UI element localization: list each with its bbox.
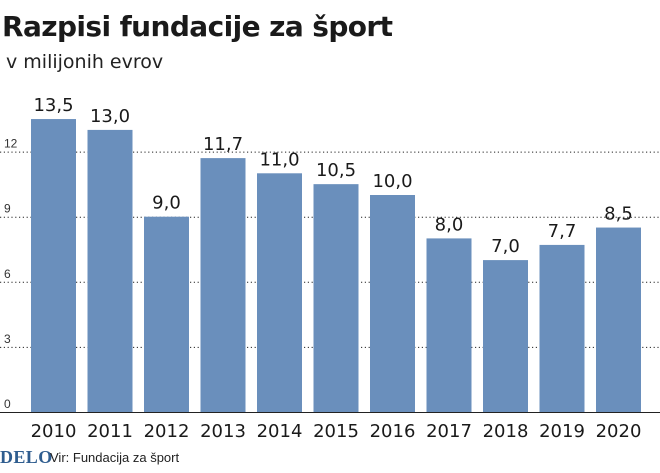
y-tick-label: 12 xyxy=(4,137,18,151)
y-tick-label: 6 xyxy=(4,267,11,281)
bar-value-label: 7,7 xyxy=(548,221,577,242)
bar xyxy=(370,195,415,412)
bar-value-label: 11,7 xyxy=(203,134,243,155)
bar-value-label: 13,0 xyxy=(90,106,130,127)
bar-value-label: 9,0 xyxy=(152,193,181,214)
bar xyxy=(87,129,133,412)
chart-title: Razpisi fundacije za šport xyxy=(2,10,393,43)
x-tick-label: 2012 xyxy=(144,421,190,442)
bar xyxy=(483,260,528,412)
x-tick-label: 2018 xyxy=(483,421,529,442)
bar-value-label: 10,0 xyxy=(372,171,412,192)
bar-value-label: 13,5 xyxy=(33,95,73,116)
bar-value-label: 8,0 xyxy=(435,214,464,235)
bar-value-label: 8,5 xyxy=(604,204,633,225)
delo-logo: DELO xyxy=(0,447,53,467)
bar-value-label: 7,0 xyxy=(491,236,520,257)
bar xyxy=(539,244,585,412)
bar xyxy=(144,216,189,412)
x-tick-label: 2019 xyxy=(539,421,585,442)
chart-subtitle: v milijonih evrov xyxy=(6,51,164,73)
x-tick-label: 2010 xyxy=(31,421,77,442)
y-tick-label: 3 xyxy=(4,332,11,346)
x-tick-label: 2017 xyxy=(426,421,472,442)
x-tick-label: 2011 xyxy=(87,421,133,442)
y-tick-label: 0 xyxy=(4,397,11,411)
x-tick-label: 2014 xyxy=(257,421,303,442)
bar-value-label: 11,0 xyxy=(259,149,299,170)
bar xyxy=(200,158,246,412)
x-tick-label: 2020 xyxy=(596,421,642,442)
x-tick-label: 2016 xyxy=(370,421,416,442)
y-tick-label: 9 xyxy=(4,202,11,216)
x-tick-label: 2015 xyxy=(313,421,359,442)
x-tick-label: 2013 xyxy=(200,421,246,442)
bar xyxy=(313,184,359,412)
bar xyxy=(31,119,76,413)
bar xyxy=(257,173,302,412)
bar xyxy=(596,227,641,412)
bar xyxy=(426,238,472,412)
source-note: Vir: Fundacija za šport xyxy=(50,450,180,465)
bar-value-label: 10,5 xyxy=(316,160,356,181)
